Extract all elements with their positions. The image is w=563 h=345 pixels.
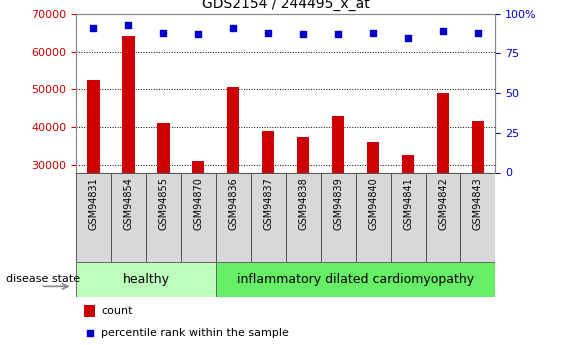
Bar: [321, 172, 356, 262]
Bar: [216, 262, 495, 297]
Point: [299, 32, 308, 37]
Bar: [227, 88, 239, 172]
Bar: [461, 172, 495, 262]
Bar: [157, 124, 169, 172]
Bar: [367, 142, 379, 172]
Bar: [216, 172, 251, 262]
Bar: [76, 262, 216, 297]
Text: disease state: disease state: [6, 275, 80, 284]
Point: [124, 22, 133, 28]
Point: [404, 35, 413, 40]
Bar: [472, 121, 484, 172]
Point: [439, 29, 448, 34]
Text: GSM94836: GSM94836: [228, 177, 238, 230]
Text: GSM94837: GSM94837: [263, 177, 273, 230]
Point: [473, 30, 482, 36]
Bar: [192, 161, 204, 172]
Bar: [297, 137, 309, 172]
Bar: [76, 172, 111, 262]
Text: GSM94843: GSM94843: [473, 177, 483, 230]
Text: percentile rank within the sample: percentile rank within the sample: [101, 328, 289, 338]
Text: count: count: [101, 306, 133, 316]
Text: GSM94840: GSM94840: [368, 177, 378, 230]
Text: GSM94842: GSM94842: [438, 177, 448, 230]
Point: [229, 25, 238, 31]
Bar: [122, 37, 135, 172]
Bar: [84, 305, 95, 317]
Text: inflammatory dilated cardiomyopathy: inflammatory dilated cardiomyopathy: [237, 273, 474, 286]
Bar: [356, 172, 391, 262]
Point: [334, 32, 343, 37]
Bar: [437, 93, 449, 172]
Bar: [87, 80, 100, 172]
Bar: [181, 172, 216, 262]
Bar: [111, 172, 146, 262]
Title: GDS2154 / 244495_x_at: GDS2154 / 244495_x_at: [202, 0, 369, 11]
Bar: [285, 172, 321, 262]
Text: GSM94839: GSM94839: [333, 177, 343, 230]
Point: [89, 25, 98, 31]
Text: GSM94838: GSM94838: [298, 177, 308, 230]
Text: GSM94831: GSM94831: [88, 177, 99, 230]
Point: [159, 30, 168, 36]
Text: healthy: healthy: [122, 273, 169, 286]
Bar: [251, 172, 286, 262]
Point: [369, 30, 378, 36]
Point: [263, 30, 272, 36]
Bar: [402, 156, 414, 172]
Bar: [262, 131, 274, 172]
Bar: [332, 116, 344, 172]
Bar: [426, 172, 461, 262]
Bar: [146, 172, 181, 262]
Point: [86, 330, 95, 336]
Point: [194, 32, 203, 37]
Text: GSM94855: GSM94855: [158, 177, 168, 230]
Text: GSM94854: GSM94854: [123, 177, 133, 230]
Text: GSM94841: GSM94841: [403, 177, 413, 230]
Bar: [391, 172, 426, 262]
Text: GSM94870: GSM94870: [193, 177, 203, 230]
